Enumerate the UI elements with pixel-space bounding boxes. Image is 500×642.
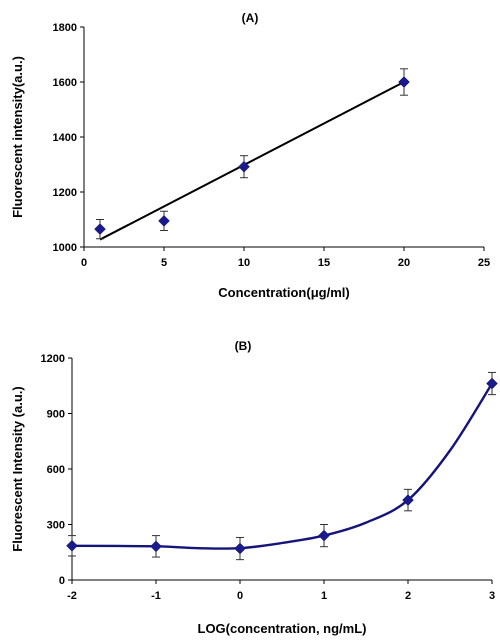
chart-a-x-ticks: 0 5 10 15 20 25	[81, 247, 490, 269]
x-tick-label: -1	[151, 590, 161, 602]
chart-b-x-label: LOG(concentration, ng/mL)	[198, 621, 367, 636]
y-tick-label: 1400	[53, 132, 77, 144]
chart-a-y-ticks: 1000 1200 1400 1600 1800	[53, 22, 84, 254]
x-tick-label: 5	[161, 257, 167, 269]
data-point	[398, 76, 410, 88]
data-point	[150, 540, 162, 553]
trend-line	[99, 81, 405, 241]
x-tick-label: 10	[238, 257, 250, 269]
chart-b-title: (B)	[235, 339, 252, 353]
data-point	[66, 539, 78, 552]
chart-b-x-ticks: -2 -1 0 1 2 3	[67, 580, 495, 602]
chart-a-marks	[94, 68, 410, 241]
x-tick-label: 25	[478, 257, 490, 269]
x-tick-label: 0	[237, 590, 243, 602]
data-point	[94, 223, 106, 235]
x-tick-label: 2	[405, 590, 411, 602]
chart-b-y-ticks: 0 300 600 900 1200	[41, 353, 72, 587]
data-point	[402, 494, 414, 506]
y-tick-label: 1800	[53, 22, 77, 34]
y-tick-label: 300	[47, 520, 65, 532]
data-point	[158, 215, 170, 227]
y-tick-label: 1000	[53, 242, 77, 254]
y-tick-label: 600	[47, 464, 65, 476]
x-tick-label: -2	[67, 590, 77, 602]
data-point	[318, 529, 330, 542]
x-tick-label: 3	[489, 590, 495, 602]
chart-b-y-label: Fluorescent Intensity (a.u.)	[10, 386, 25, 551]
data-point	[486, 377, 498, 390]
x-tick-label: 15	[318, 257, 330, 269]
chart-a: (A) 1000 1200 1400 1600 1800 0 5 10 15 20 25 Conc…	[10, 11, 490, 300]
chart-a-title: (A)	[242, 11, 259, 25]
y-tick-label: 1200	[41, 353, 65, 365]
y-tick-label: 1600	[53, 77, 77, 89]
x-tick-label: 0	[81, 257, 87, 269]
chart-a-x-label: Concentration(μg/ml)	[218, 285, 349, 300]
x-tick-label: 20	[398, 257, 410, 269]
y-tick-label: 1200	[53, 187, 77, 199]
y-tick-label: 900	[47, 409, 65, 421]
y-tick-label: 0	[59, 575, 65, 587]
chart-b: (B) 0 300 600 900 1200 -2 -1 0 1 2 3 LOG(concentr…	[10, 339, 498, 636]
x-tick-label: 1	[321, 590, 327, 602]
data-point	[238, 160, 250, 173]
chart-a-y-label: Fluorescent intensity(a.u.)	[10, 56, 25, 218]
series-line	[71, 382, 494, 550]
chart-b-marks	[66, 371, 498, 561]
data-point	[234, 542, 246, 555]
